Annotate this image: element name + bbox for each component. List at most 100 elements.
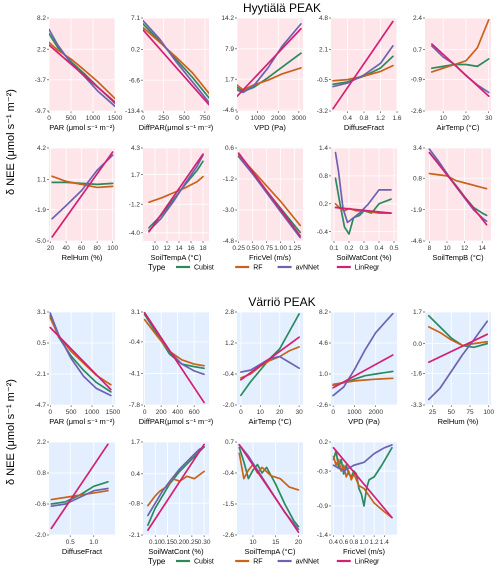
x-tick-label: 3000: [292, 115, 307, 122]
subplot-top-0-4: 10 20 30 2.4 0.7 -0.9 -2.6 AirTemp (°C): [411, 15, 493, 132]
legend-title: Type: [148, 263, 166, 272]
y-tick-label: -2.1: [129, 532, 141, 539]
x-tick-label: 0: [48, 409, 52, 416]
x-tick-label: 2000: [271, 115, 286, 122]
series-line-linregr: [50, 443, 109, 530]
x-tick-label: 75: [466, 409, 474, 416]
series-line-avnnet: [332, 45, 394, 88]
x-tick-label: 10: [249, 539, 257, 546]
x-tick-label: 750: [199, 115, 210, 122]
x-axis-label: VPD (Pa): [348, 417, 380, 426]
x-tick-label: 20: [295, 539, 303, 546]
y-tick-label: 0.0: [413, 341, 422, 348]
y-tick-label: 2.4: [413, 15, 422, 22]
y-tick-label: 2.1: [319, 47, 328, 54]
x-tick-label: 10: [443, 245, 451, 252]
x-axis-label: PAR (μmol s⁻¹ m⁻²): [49, 417, 115, 426]
y-tick-label: -4.6: [411, 238, 423, 245]
x-tick-label: 0: [141, 115, 145, 122]
legend-label-rf: RF: [253, 559, 262, 566]
x-tick-label: 0.25: [186, 539, 199, 546]
x-tick-label: 15: [272, 539, 280, 546]
x-tick-label: 1000: [86, 115, 101, 122]
y-tick-label: 4.8: [319, 15, 328, 22]
y-tick-label: -2.0: [35, 532, 47, 539]
subplot-bottom-0-0: 0 500 1000 1500 3.1 0.5 -2.1 -4.7 PAR (μmol s⁻¹ …: [35, 309, 121, 426]
y-tick-label: 0.8: [413, 175, 422, 182]
y-tick-label: -0.4: [129, 339, 141, 346]
x-axis-label: DiffPAR(μmol s⁻¹ m⁻²): [139, 123, 214, 132]
y-tick-label: 0.7: [225, 439, 234, 446]
y-tick-label: -0.9: [411, 77, 423, 84]
series-line-rf: [50, 489, 109, 501]
x-axis-label: PAR (μmol s⁻¹ m⁻²): [49, 123, 115, 132]
y-tick-label: 1.4: [319, 145, 328, 152]
y-tick-label: -0.8: [129, 500, 141, 507]
y-tick-label: 3.1: [131, 309, 140, 316]
series-line-linregr: [428, 151, 488, 226]
x-tick-label: 1.2: [376, 115, 385, 122]
series-line-cubist: [430, 58, 490, 70]
x-tick-label: 250: [158, 115, 169, 122]
x-tick-label: 60: [78, 245, 86, 252]
y-tick-label: 7.9: [225, 46, 234, 53]
subplot-top-1-3: 0.1 0.2 0.3 0.4 0.5 1.4 0.8 0.2 -0.4 SoilWatCont …: [317, 145, 399, 262]
series-line-linregr: [427, 333, 489, 364]
x-tick-label: 0.75: [260, 245, 273, 252]
y-tick-label: -5.0: [35, 238, 47, 245]
legend-label-rf: RF: [253, 265, 262, 272]
y-tick-label: -1.6: [411, 371, 423, 378]
subplot-bottom-1-3: 0.4 0.6 0.8 1.0 1.2 1.4 0.2 -0.3 -0.9 -1.4 FricVel…: [317, 439, 397, 556]
x-tick-label: 18: [199, 245, 207, 252]
y-tick-label: -13.4: [125, 108, 140, 115]
x-tick-label: 100: [483, 409, 494, 416]
subplot-top-1-2: 0.25 0.50 0.75 1.00 1.25 0.6 -1.2 -3.0 -4.8 FricV…: [223, 145, 303, 262]
y-tick-label: 1.2: [225, 340, 234, 347]
subplot-bottom-1-2: 10 15 20 0.7 -0.4 -1.5 -2.6 SoilTempA (°C): [223, 439, 303, 556]
y-tick-label: -4.6: [223, 107, 235, 114]
x-tick-label: 1.2: [370, 539, 379, 546]
x-tick-label: 10: [257, 409, 265, 416]
y-tick-label: -2.0: [223, 402, 235, 409]
y-tick-label: 0.6: [225, 145, 234, 152]
y-tick-label: 0.8: [37, 470, 46, 477]
x-axis-label: SoilWatCont (%): [148, 547, 204, 556]
x-axis-label: SoilWatCont (%): [336, 253, 392, 262]
x-tick-label: 25: [429, 409, 437, 416]
series-line-linregr: [237, 27, 302, 98]
subplot-bottom-1-0: 0.5 1.0 2.2 0.8 -0.6 -2.0 DiffuseFract: [35, 439, 115, 556]
legend-title: Type: [148, 557, 166, 566]
subplot-top-0-3: 0.4 0.8 1.2 1.6 4.8 2.1 -0.5 -3.2 DiffuseFract: [317, 15, 402, 132]
x-tick-label: 0: [143, 409, 147, 416]
x-tick-label: 400: [172, 409, 183, 416]
subplot-top-1-4: 8 10 12 14 3.4 0.8 -1.9 -4.6 SoilTempB (°C): [411, 145, 491, 262]
series-line-linregr: [49, 326, 112, 391]
x-axis-label: DiffuseFract: [344, 123, 385, 132]
series-line-avnnet: [143, 19, 209, 104]
x-tick-label: 1.4: [380, 539, 389, 546]
y-tick-label: -0.4: [223, 470, 235, 477]
y-tick-label: -0.9: [317, 503, 329, 510]
x-tick-label: 0.1: [329, 245, 338, 252]
x-tick-label: 20: [47, 245, 55, 252]
series-line-rf: [332, 64, 394, 82]
x-tick-label: 12: [163, 245, 171, 252]
series-line-linregr: [332, 354, 394, 389]
x-tick-label: 0.5: [389, 245, 398, 252]
y-tick-label: 1.7: [131, 439, 140, 446]
series-line-rf: [428, 172, 488, 190]
y-tick-label: 8.2: [37, 15, 46, 22]
x-axis-label: FricVel (m/s): [343, 547, 386, 556]
y-tick-label: -0.6: [35, 501, 47, 508]
bottom-panel-title: Värriö PEAK: [248, 295, 315, 309]
x-axis-label: AirTemp (°C): [436, 123, 480, 132]
x-axis-label: RelHum (%): [62, 253, 103, 262]
series-line-avnnet: [237, 155, 302, 239]
series-line-rf: [49, 41, 115, 100]
x-tick-label: 14: [479, 245, 487, 252]
series-line-rf: [148, 175, 204, 204]
series-line-avnnet: [334, 151, 392, 224]
subplot-top-0-0: 0 500 1000 1500 8.2 2.2 -3.7 -9.7 PAR (μmol s⁻¹ …: [35, 15, 123, 132]
x-tick-label: 1500: [106, 409, 121, 416]
